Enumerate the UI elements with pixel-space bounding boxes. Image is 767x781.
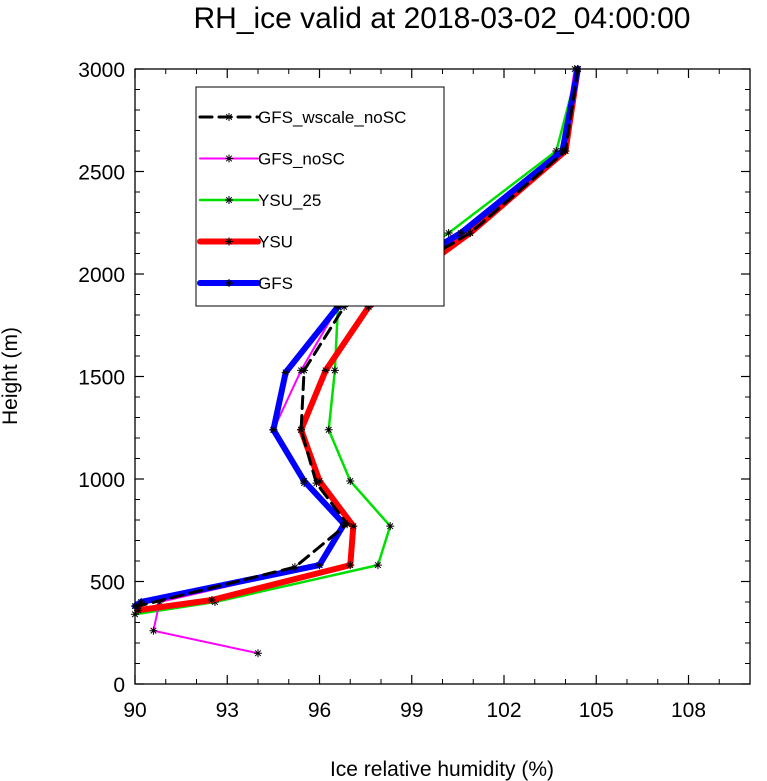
x-tick-label: 102 [486, 699, 521, 722]
data-point [552, 147, 561, 155]
legend-marker [225, 196, 233, 204]
y-tick-label: 1000 [78, 469, 125, 492]
x-tick-label: 93 [216, 699, 239, 722]
x-axis-label: Ice relative humidity (%) [330, 758, 554, 781]
x-tick-label: 105 [579, 699, 614, 722]
data-point [300, 477, 309, 486]
data-point [386, 522, 395, 531]
legend-item: YSU_25 [198, 191, 321, 210]
legend-label: YSU_25 [258, 191, 321, 210]
legend-item: GFS_noSC [199, 150, 345, 169]
series-line [136, 67, 580, 608]
y-tick-label: 3000 [78, 59, 125, 82]
legend-label: GFS [258, 274, 293, 293]
data-point [444, 229, 453, 237]
series-GFS_wscale_noSC [134, 65, 582, 611]
legend-item: GFS_wscale_noSC [198, 108, 406, 127]
data-point [315, 561, 324, 570]
data-point [321, 366, 330, 375]
legend-marker [225, 154, 233, 163]
legend-label: GFS_noSC [258, 150, 345, 169]
data-point [290, 563, 299, 572]
series-lines [131, 65, 582, 658]
data-point [373, 561, 382, 570]
x-tick-label: 90 [123, 699, 146, 722]
data-point [297, 425, 306, 434]
legend-marker [225, 279, 233, 287]
legend-label: YSU [258, 233, 293, 252]
data-point [346, 561, 355, 570]
data-point [134, 606, 143, 615]
data-point [149, 626, 158, 635]
legend: GFS_wscale_noSC GFS_noSC YSU_25 YSU GFS [195, 86, 445, 307]
data-point [333, 302, 342, 311]
x-tick-label: 108 [671, 699, 706, 722]
data-point [330, 366, 339, 375]
data-point [343, 520, 352, 529]
axis-ticks: 90 93 96 99 102 105 108 0 500 1000 1500 2000 2500 300… [78, 59, 751, 722]
x-tick-label: 96 [308, 699, 331, 722]
data-point [340, 302, 349, 311]
plot-frame [134, 68, 751, 685]
data-point [134, 602, 143, 611]
data-point [269, 425, 278, 434]
data-point [207, 595, 216, 604]
data-point [315, 477, 324, 486]
legend-marker [225, 237, 233, 246]
data-point [364, 302, 373, 311]
chart-title: RH_ice valid at 2018-03-02_04:00:00 [193, 2, 690, 35]
data-point [346, 477, 355, 486]
data-point [254, 649, 262, 658]
data-point [561, 147, 570, 155]
y-tick-label: 2500 [78, 162, 125, 185]
data-point [349, 522, 358, 531]
x-tick-label: 99 [400, 699, 423, 722]
legend-marker [225, 113, 233, 121]
data-point [312, 479, 321, 488]
legend-label: GFS_wscale_noSC [258, 108, 406, 127]
legend-box [195, 86, 445, 307]
data-point [466, 229, 475, 237]
y-tick-label: 0 [113, 674, 125, 697]
legend-item: GFS [197, 274, 293, 293]
data-point [300, 366, 309, 375]
y-axis-label: Height (m) [0, 327, 22, 425]
y-tick-label: 500 [90, 572, 125, 595]
data-point [137, 598, 146, 606]
legend-item: YSU [197, 233, 293, 252]
data-point [281, 368, 290, 377]
y-tick-label: 2000 [78, 264, 125, 287]
y-tick-label: 1500 [78, 367, 125, 390]
data-point [456, 229, 465, 237]
data-point [324, 425, 333, 434]
